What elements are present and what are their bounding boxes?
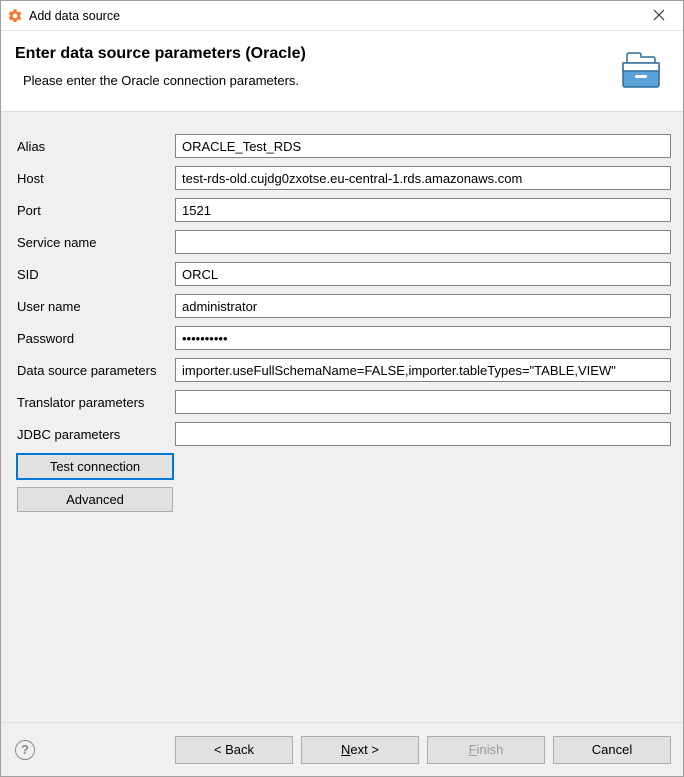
port-label: Port [17, 203, 175, 218]
ds-params-label: Data source parameters [17, 363, 175, 378]
host-input[interactable] [175, 166, 671, 190]
jdbc-params-label: JDBC parameters [17, 427, 175, 442]
back-button[interactable]: < Back [175, 736, 293, 764]
window-title: Add data source [29, 9, 643, 23]
sid-label: SID [17, 267, 175, 282]
username-input[interactable] [175, 294, 671, 318]
username-label: User name [17, 299, 175, 314]
translator-params-input[interactable] [175, 390, 671, 414]
host-label: Host [17, 171, 175, 186]
sid-input[interactable] [175, 262, 671, 286]
alias-input[interactable] [175, 134, 671, 158]
titlebar: Add data source [1, 1, 683, 31]
page-title: Enter data source parameters (Oracle) [15, 45, 609, 63]
help-icon[interactable]: ? [15, 740, 35, 760]
datasource-drawer-icon [617, 45, 665, 93]
cancel-button[interactable]: Cancel [553, 736, 671, 764]
page-subtitle: Please enter the Oracle connection param… [23, 73, 609, 88]
translator-params-label: Translator parameters [17, 395, 175, 410]
wizard-footer: ? < Back Next > Finish Cancel [1, 722, 683, 776]
gear-icon [7, 8, 23, 24]
service-name-label: Service name [17, 235, 175, 250]
wizard-header: Enter data source parameters (Oracle) Pl… [1, 31, 683, 112]
finish-button: Finish [427, 736, 545, 764]
password-input[interactable] [175, 326, 671, 350]
form-body: Alias Host Port Service name SID User na… [1, 112, 683, 722]
ds-params-input[interactable] [175, 358, 671, 382]
alias-label: Alias [17, 139, 175, 154]
password-label: Password [17, 331, 175, 346]
port-input[interactable] [175, 198, 671, 222]
dialog-window: Add data source Enter data source parame… [0, 0, 684, 777]
test-connection-button[interactable]: Test connection [17, 454, 173, 479]
close-icon[interactable] [643, 8, 675, 24]
jdbc-params-input[interactable] [175, 422, 671, 446]
service-name-input[interactable] [175, 230, 671, 254]
advanced-button[interactable]: Advanced [17, 487, 173, 512]
next-button[interactable]: Next > [301, 736, 419, 764]
